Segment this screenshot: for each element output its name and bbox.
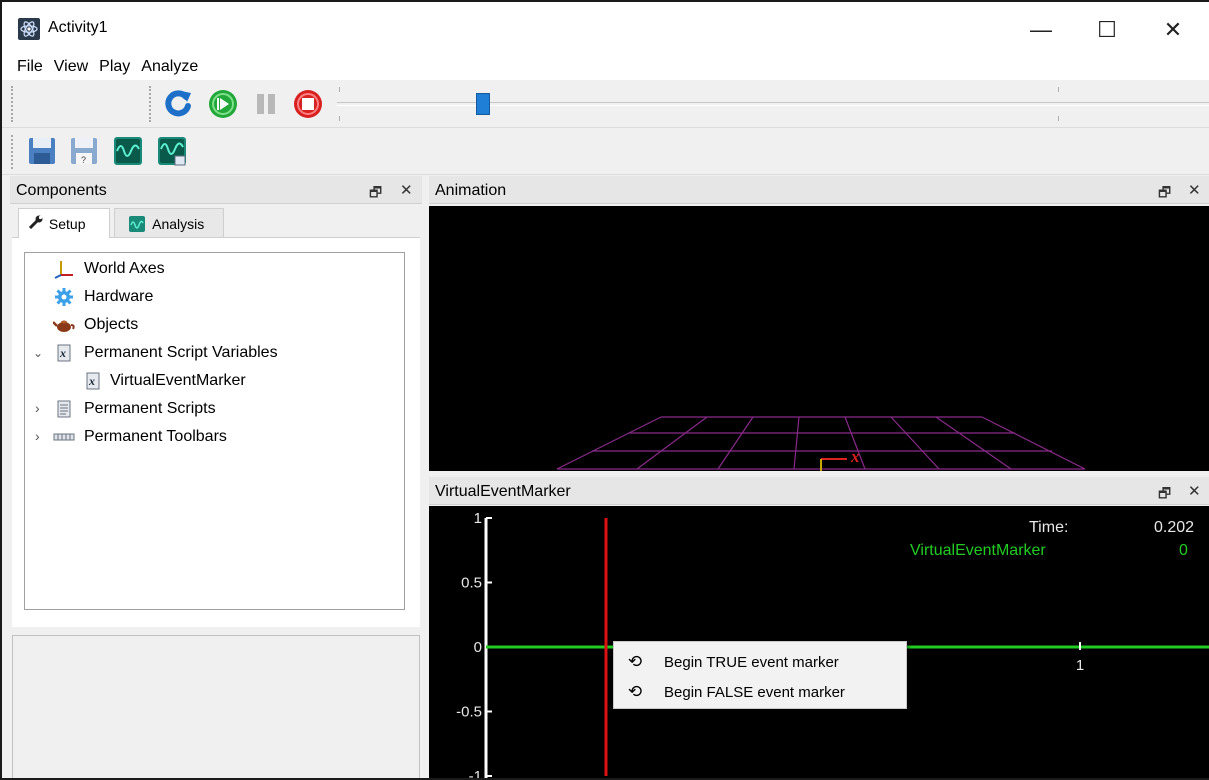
tree-item-world-axes[interactable]: World Axes (53, 257, 165, 281)
components-title: Components (16, 182, 107, 199)
signal-export-icon[interactable] (156, 135, 188, 167)
y-tick-label: 1 (474, 510, 482, 527)
pause-icon[interactable] (250, 88, 282, 120)
axes-icon (53, 259, 75, 279)
animation-dock-title: Animation (429, 176, 1209, 204)
gear-icon (53, 287, 75, 307)
tree-item-label: Permanent Scripts (84, 400, 216, 417)
tree-item-virtual-event-marker[interactable]: x VirtualEventMarker (82, 369, 246, 393)
file-toolbar: ? (2, 129, 1209, 175)
float-icon[interactable]: 🗗 (369, 184, 383, 200)
timeline-tick (339, 116, 340, 121)
script-variable-icon: x (53, 343, 75, 363)
tree-item-label: Hardware (84, 288, 154, 305)
floor-grid (556, 416, 1086, 471)
window-title: Activity1 (48, 19, 108, 36)
toolbar-grip[interactable] (11, 135, 15, 169)
menu-bar: File View Play Analyze (2, 54, 1209, 80)
tab-analysis[interactable]: Analysis (114, 208, 224, 237)
reset-icon[interactable] (162, 88, 194, 120)
tree-item-hardware[interactable]: Hardware (53, 285, 153, 309)
menu-file[interactable]: File (17, 58, 43, 75)
component-tree: World Axes Hardware Objects ⌄ x Permanen… (24, 252, 405, 610)
series-label: VirtualEventMarker (910, 542, 1046, 559)
float-icon[interactable]: 🗗 (1158, 485, 1172, 501)
chevron-down-icon[interactable]: ⌄ (33, 346, 44, 360)
timeline-tick (1058, 87, 1059, 92)
tree-item-permanent-scripts[interactable]: Permanent Scripts (53, 397, 216, 421)
menu-play[interactable]: Play (99, 58, 131, 75)
minimize-button[interactable]: — (1030, 17, 1052, 42)
close-icon[interactable]: ✕ (400, 182, 413, 199)
menu-item-begin-false-event-marker[interactable]: ⟲ Begin FALSE event marker (614, 677, 906, 707)
tab-setup-label: Setup (48, 216, 86, 232)
teapot-icon (53, 315, 75, 335)
playback-toolbar (2, 80, 1209, 128)
y-tick-label: 0.5 (461, 575, 482, 592)
x-tick-label: 1 (1076, 657, 1084, 674)
title-bar: Activity1 — ☐ ✕ (2, 2, 1209, 54)
refresh-icon: ⟲ (627, 652, 643, 671)
refresh-icon: ⟲ (627, 682, 643, 701)
maximize-button[interactable]: ☐ (1097, 17, 1117, 42)
y-tick-label: -0.5 (456, 704, 482, 721)
close-button[interactable]: ✕ (1163, 17, 1183, 42)
chevron-right-icon[interactable]: › (35, 428, 40, 444)
components-dock-title: Components (10, 176, 422, 204)
animation-title: Animation (435, 182, 507, 199)
menu-item-label: Begin FALSE event marker (664, 683, 845, 701)
menu-item-label: Begin TRUE event marker (664, 653, 839, 671)
float-icon[interactable]: 🗗 (1158, 184, 1172, 200)
chevron-right-icon[interactable]: › (35, 400, 40, 416)
plot-dock-title: VirtualEventMarker (429, 477, 1209, 505)
x-axis-label: x (851, 447, 860, 466)
svg-text:x: x (59, 346, 66, 360)
tab-analysis-label: Analysis (152, 216, 205, 232)
y-tick-label: 0 (474, 639, 482, 656)
menu-item-begin-true-event-marker[interactable]: ⟲ Begin TRUE event marker (614, 647, 906, 677)
tree-item-label: Permanent Toolbars (84, 428, 227, 445)
timeline-tick (339, 87, 340, 92)
timeline-tick (1058, 116, 1059, 121)
y-tick-label: -1 (469, 768, 482, 780)
timeline-track[interactable] (337, 102, 1209, 106)
script-icon (53, 399, 75, 419)
time-value: 0.202 (1154, 519, 1195, 536)
animation-viewport[interactable]: x (429, 206, 1209, 471)
tree-item-permanent-toolbars[interactable]: Permanent Toolbars (53, 425, 227, 449)
tab-setup[interactable]: Setup (18, 208, 110, 238)
toolbar-grip[interactable] (11, 86, 15, 122)
toolbar-grip[interactable] (149, 86, 153, 122)
save-icon[interactable] (26, 135, 58, 167)
script-variable-icon: x (82, 371, 104, 391)
plot-title: VirtualEventMarker (435, 483, 571, 500)
tree-item-objects[interactable]: Objects (53, 313, 138, 337)
signal-icon (129, 216, 149, 235)
tree-item-permanent-script-variables[interactable]: x Permanent Script Variables (53, 341, 278, 365)
wrench-icon (28, 215, 45, 232)
toolbar-icon (53, 427, 75, 447)
stop-icon[interactable] (292, 88, 324, 120)
svg-text:?: ? (81, 155, 86, 165)
signal-icon[interactable] (112, 135, 144, 167)
svg-text:x: x (88, 374, 95, 388)
tree-item-label: VirtualEventMarker (110, 372, 246, 389)
tree-item-label: Objects (84, 316, 139, 333)
menu-view[interactable]: View (53, 58, 89, 75)
close-icon[interactable]: ✕ (1188, 483, 1201, 500)
properties-panel (12, 635, 420, 778)
series-value: 0 (1179, 542, 1188, 559)
tree-item-label: World Axes (84, 260, 165, 277)
time-label: Time: (1029, 519, 1069, 536)
context-menu: ⟲ Begin TRUE event marker ⟲ Begin FALSE … (613, 641, 907, 709)
save-as-icon[interactable]: ? (68, 135, 100, 167)
play-icon[interactable] (207, 88, 239, 120)
close-icon[interactable]: ✕ (1188, 182, 1201, 199)
timeline-slider-thumb[interactable] (476, 93, 490, 115)
tree-item-label: Permanent Script Variables (84, 344, 278, 361)
app-atom-icon (18, 18, 40, 40)
menu-analyze[interactable]: Analyze (141, 58, 199, 75)
